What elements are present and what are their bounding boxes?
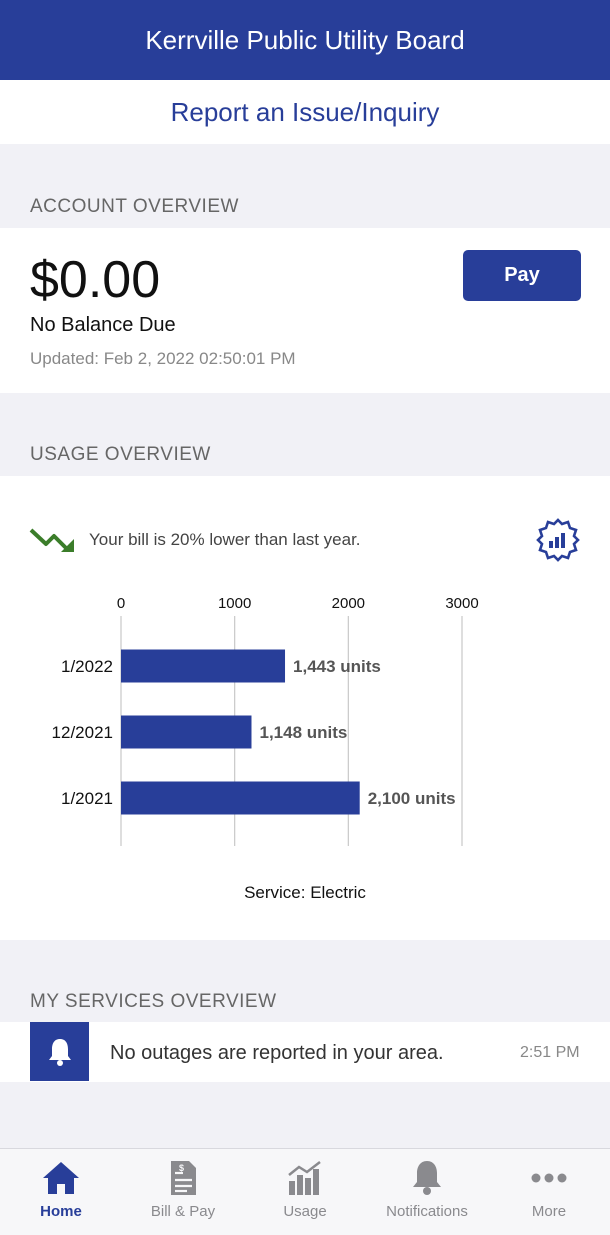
- report-issue-link[interactable]: Report an Issue/Inquiry: [0, 80, 610, 144]
- tab-more[interactable]: More: [488, 1149, 610, 1235]
- tab-more-label: More: [531, 1203, 567, 1220]
- chart-x-tick-label: 2000: [332, 595, 365, 612]
- balance-amount: $0.00: [30, 251, 161, 309]
- bill-icon: $: [171, 1161, 196, 1195]
- usage-settings-icon[interactable]: [534, 516, 582, 564]
- chart-bar: [121, 649, 286, 683]
- trend-text: Your bill is 20% lower than last year.: [89, 530, 361, 549]
- app-title: Kerrville Public Utility Board: [145, 24, 465, 55]
- chart-x-tick-label: 0: [117, 595, 125, 612]
- chart-value-label: 1,443 units: [293, 657, 381, 676]
- updated-timestamp: Updated: Feb 2, 2022 02:50:01 PM: [30, 349, 296, 368]
- tab-usage[interactable]: Usage: [244, 1149, 366, 1235]
- service-label: Service: Electric: [244, 883, 366, 902]
- pay-button-label: Pay: [504, 264, 540, 286]
- pay-button[interactable]: Pay: [463, 250, 581, 301]
- bell-icon: [48, 1038, 71, 1066]
- services-overview-title: MY SERVICES OVERVIEW: [30, 991, 277, 1012]
- svg-text:$: $: [179, 1163, 184, 1173]
- tab-usage-label: Usage: [283, 1203, 327, 1220]
- bottom-tab-bar: Home $ Bill & Pay Usage Noti: [0, 1148, 610, 1235]
- balance-status: No Balance Due: [30, 314, 176, 336]
- tab-bill-pay[interactable]: $ Bill & Pay: [122, 1149, 244, 1235]
- tab-home[interactable]: Home: [0, 1149, 122, 1235]
- usage-overview-card: Your bill is 20% lower than last year. 0…: [0, 476, 610, 940]
- tab-home-label: Home: [40, 1203, 82, 1220]
- account-overview-title: ACCOUNT OVERVIEW: [30, 196, 239, 217]
- bell-icon: [413, 1161, 441, 1195]
- chart-bar: [121, 715, 252, 749]
- chart-category-label: 1/2021: [61, 789, 113, 808]
- chart-x-tick-label: 1000: [218, 595, 251, 612]
- usage-bar-chart: 0 1000 2000 3000 1/2022 1,443 units 12/2021 1,1…: [52, 595, 479, 846]
- tab-notifications[interactable]: Notifications: [366, 1149, 488, 1235]
- more-icon: [531, 1173, 567, 1183]
- home-icon: [43, 1162, 79, 1194]
- chart-bar: [121, 781, 360, 815]
- outage-message: No outages are reported in your area.: [110, 1042, 444, 1064]
- outage-alert-badge: [30, 1022, 89, 1081]
- chart-value-label: 2,100 units: [368, 789, 456, 808]
- outage-time: 2:51 PM: [520, 1044, 580, 1061]
- trend-down-icon: [29, 528, 74, 552]
- chart-value-label: 1,148 units: [259, 723, 347, 742]
- tab-notifications-label: Notifications: [386, 1203, 468, 1220]
- app-header: Kerrville Public Utility Board: [0, 0, 610, 80]
- usage-chart-icon: [288, 1161, 321, 1195]
- services-overview-card: No outages are reported in your area. 2:…: [0, 1022, 610, 1082]
- tab-bill-pay-label: Bill & Pay: [150, 1203, 216, 1220]
- report-issue-label: Report an Issue/Inquiry: [170, 96, 440, 127]
- chart-category-label: 12/2021: [52, 723, 113, 742]
- chart-category-label: 1/2022: [61, 657, 113, 676]
- account-overview-card: $0.00 No Balance Due Updated: Feb 2, 202…: [0, 228, 610, 393]
- chart-x-tick-label: 3000: [445, 595, 478, 612]
- usage-overview-title: USAGE OVERVIEW: [30, 444, 211, 465]
